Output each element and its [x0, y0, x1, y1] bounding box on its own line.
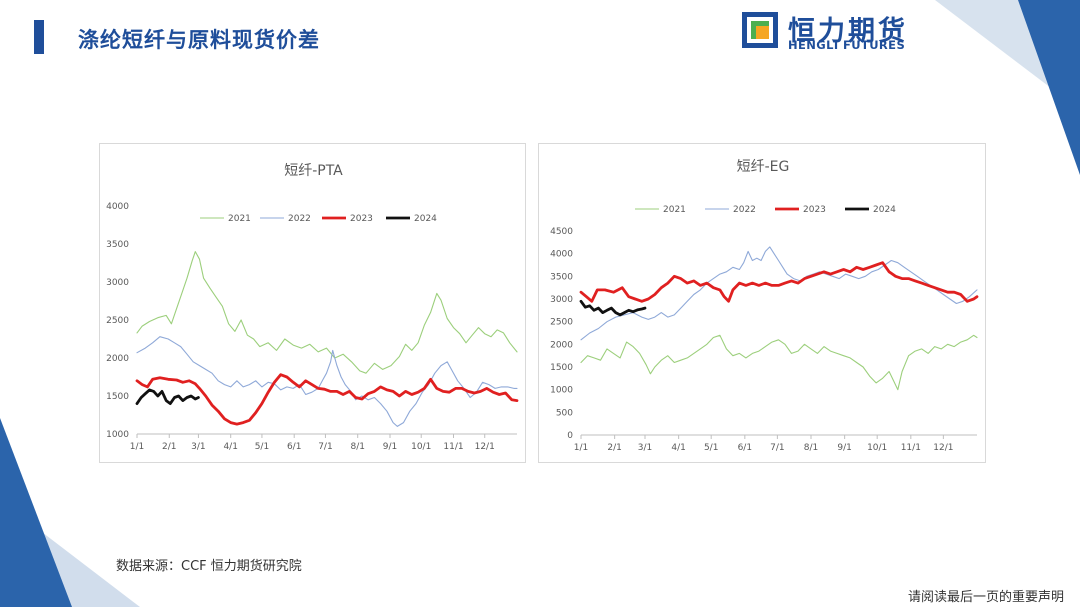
x-tick-label: 5/1: [704, 443, 718, 453]
chart-pta: 短纤-PTA 1000 1500 2000 2500 3000 3500 4000 1/1 2/1…: [106, 163, 519, 452]
logo-name-cn: 恒力期货: [788, 16, 908, 47]
legend-label: 2024: [414, 214, 437, 224]
y-tick-label: 500: [556, 408, 573, 418]
page-title: 涤纶短纤与原料现货价差: [78, 28, 320, 52]
series-line-2023: [579, 261, 979, 303]
series-line-2022: [580, 246, 978, 341]
x-tick-label: 9/1: [383, 442, 397, 452]
chart-panel-eg: 短纤-EG 0 500 1000 1500 2000 2500 3000 3500 4000 450…: [538, 143, 986, 463]
legend-label: 2023: [350, 214, 373, 224]
y-tick-label: 2500: [106, 316, 129, 326]
x-tick-label: 4/1: [223, 442, 237, 452]
x-tick-label: 9/1: [837, 443, 851, 453]
x-tick-label: 11/1: [443, 442, 463, 452]
legend-label: 2022: [733, 205, 756, 215]
y-tick-label: 1500: [106, 392, 129, 402]
x-tick-label: 10/1: [411, 442, 431, 452]
y-tick-label: 4500: [550, 227, 573, 237]
y-tick-label: 2000: [550, 340, 573, 350]
x-tick-label: 6/1: [738, 443, 752, 453]
logo-name-en: HENGLI FUTURES: [788, 38, 906, 52]
x-tick-label: 12/1: [933, 443, 953, 453]
legend-label: 2022: [288, 214, 311, 224]
y-tick-label: 0: [567, 431, 573, 441]
series-line-2024: [579, 299, 647, 317]
x-tick-label: 6/1: [287, 442, 301, 452]
series-line-2021: [580, 334, 978, 391]
series-line-2023: [135, 373, 519, 426]
title-accent-bar: [34, 20, 44, 54]
legend-label: 2021: [663, 205, 686, 215]
x-tick-label: 2/1: [162, 442, 176, 452]
chart-title: 短纤-PTA: [284, 163, 343, 179]
series-line-2021: [136, 251, 518, 374]
deco-top-right-dark: [1018, 0, 1080, 175]
y-tick-label: 1500: [550, 363, 573, 373]
x-tick-label: 8/1: [804, 443, 818, 453]
y-tick-label: 3000: [106, 278, 129, 288]
deco-bottom-left-dark: [0, 418, 72, 607]
x-tick-label: 2/1: [607, 443, 621, 453]
x-tick-label: 1/1: [130, 442, 144, 452]
y-tick-label: 1000: [550, 386, 573, 396]
y-tick-label: 4000: [550, 250, 573, 260]
x-tick-label: 7/1: [770, 443, 784, 453]
y-tick-label: 3000: [550, 295, 573, 305]
y-tick-label: 2500: [550, 318, 573, 328]
x-tick-label: 5/1: [255, 442, 269, 452]
x-tick-label: 1/1: [574, 443, 588, 453]
x-tick-label: 11/1: [901, 443, 921, 453]
legend-label: 2023: [803, 205, 826, 215]
y-tick-label: 4000: [106, 202, 129, 212]
data-source: 数据来源：CCF 恒力期货研究院: [116, 559, 302, 574]
y-tick-label: 1000: [106, 430, 129, 440]
x-tick-label: 3/1: [191, 442, 205, 452]
company-logo: 恒力期货 HENGLI FUTURES: [742, 8, 942, 54]
chart-panel-pta: 短纤-PTA 1000 1500 2000 2500 3000 3500 4000 1/1 2/1…: [99, 143, 526, 463]
logo-mark-icon: [742, 12, 778, 48]
y-tick-label: 3500: [106, 240, 129, 250]
x-tick-label: 7/1: [318, 442, 332, 452]
series-line-2022: [136, 336, 518, 427]
y-tick-label: 2000: [106, 354, 129, 364]
disclaimer: 请阅读最后一页的重要声明: [907, 590, 1064, 605]
x-tick-label: 12/1: [475, 442, 495, 452]
y-tick-label: 3500: [550, 272, 573, 282]
legend-label: 2021: [228, 214, 251, 224]
series-line-2024: [135, 388, 200, 406]
legend-label: 2024: [873, 205, 896, 215]
chart-eg: 短纤-EG 0 500 1000 1500 2000 2500 3000 3500 4000 450…: [550, 159, 979, 453]
x-tick-label: 10/1: [867, 443, 887, 453]
x-tick-label: 3/1: [638, 443, 652, 453]
x-tick-label: 8/1: [350, 442, 364, 452]
chart-title: 短纤-EG: [737, 159, 790, 175]
x-tick-label: 4/1: [671, 443, 685, 453]
